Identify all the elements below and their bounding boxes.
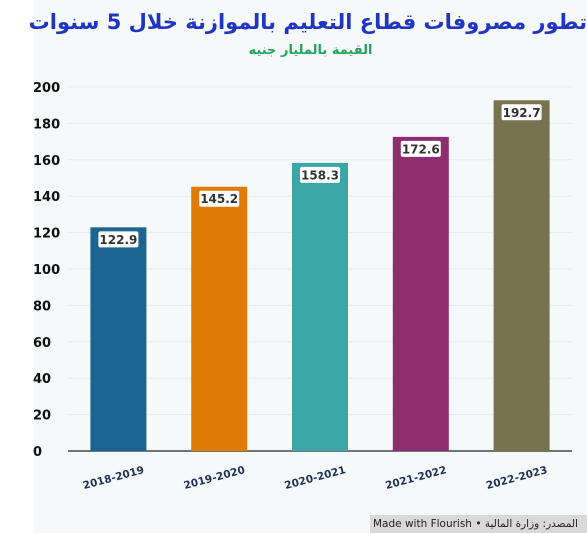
x-tick-label: 2020-2021 [283, 464, 347, 492]
y-tick-label: 160 [33, 154, 60, 169]
x-tick-label: 2021-2022 [384, 464, 448, 492]
data-label: 192.7 [503, 106, 541, 120]
data-label-background [199, 190, 240, 207]
y-tick-label: 0 [33, 445, 42, 460]
source-text: المصدر: وزارة المالية [484, 518, 578, 530]
data-label: 122.9 [99, 233, 137, 247]
data-label-background [501, 104, 542, 121]
y-tick-label: 180 [33, 117, 60, 132]
footer-separator: • [475, 518, 482, 530]
y-tick-label: 200 [33, 81, 60, 96]
data-label: 158.3 [301, 168, 339, 182]
bar [493, 100, 550, 451]
bar [292, 162, 348, 452]
data-label: 145.2 [200, 192, 238, 206]
y-tick-label: 60 [33, 336, 51, 351]
data-label-background [400, 140, 441, 157]
bar [90, 227, 147, 451]
data-label-background [300, 166, 340, 183]
y-tick-label: 20 [33, 409, 51, 424]
bar [392, 136, 449, 452]
chart-subtitle: القيمة بالمليار جنيه [248, 43, 373, 58]
made-with-flourish-link[interactable]: Made with Flourish [373, 518, 472, 530]
chart-title: تطور مصروفات قطاع التعليم بالموازنة خلال… [28, 10, 587, 34]
y-tick-label: 100 [33, 263, 60, 278]
x-tick-label: 2018-2019 [82, 464, 146, 492]
y-tick-label: 80 [33, 299, 51, 314]
bar [191, 186, 248, 451]
y-tick-label: 40 [33, 372, 51, 387]
attribution-footer[interactable]: Made with Flourish • المصدر: وزارة المال… [370, 515, 587, 533]
x-tick-label: 2022-2023 [485, 464, 549, 492]
y-tick-label: 120 [33, 227, 60, 242]
data-label-background [98, 231, 139, 248]
data-label: 172.6 [402, 142, 440, 156]
y-tick-label: 140 [33, 190, 60, 205]
x-tick-label: 2019-2020 [183, 464, 247, 492]
